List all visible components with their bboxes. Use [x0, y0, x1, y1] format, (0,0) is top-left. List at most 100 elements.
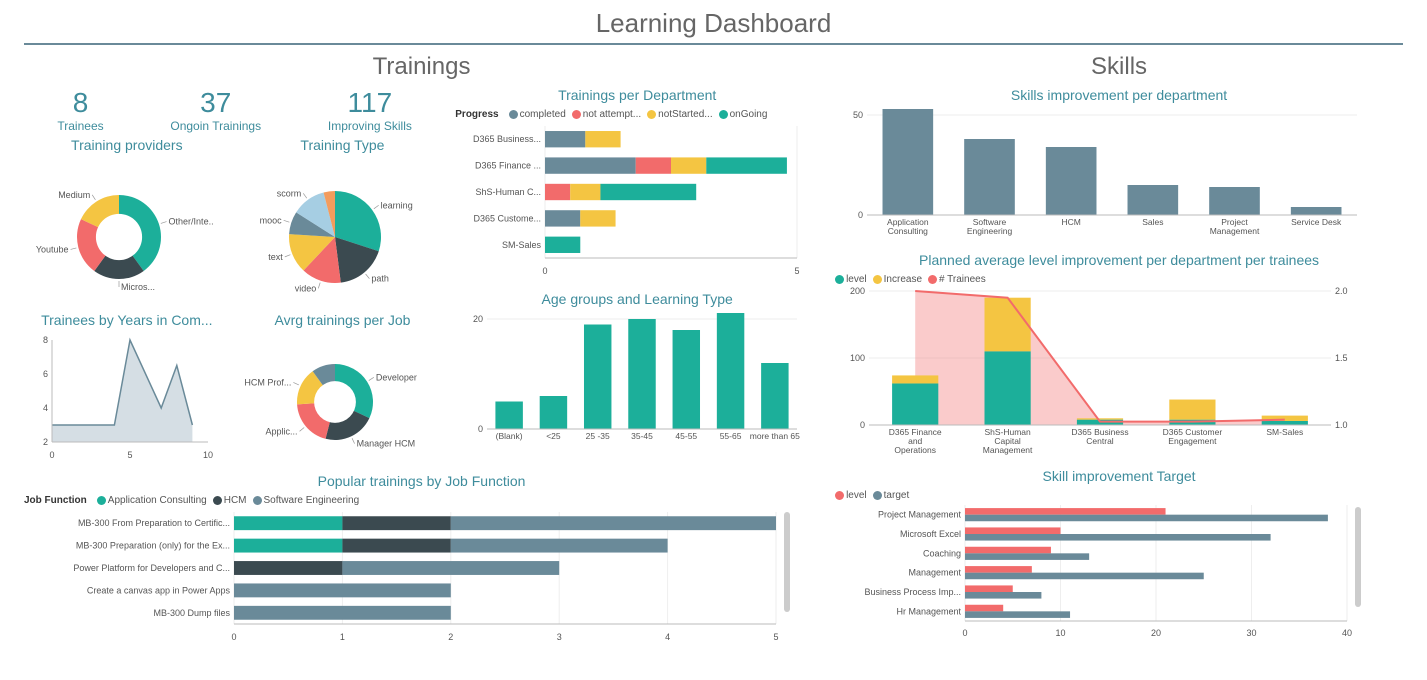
svg-text:Central: Central — [1086, 436, 1114, 446]
svg-text:1.5: 1.5 — [1335, 353, 1348, 363]
legend-per-department: Progresscompletednot attempt...notStarte… — [455, 109, 819, 120]
svg-text:0: 0 — [543, 266, 548, 276]
svg-text:Microsoft Excel: Microsoft Excel — [900, 529, 961, 539]
svg-text:Developer: Developer — [375, 372, 416, 382]
svg-text:HCM Prof...: HCM Prof... — [244, 377, 291, 387]
svg-text:Consulting: Consulting — [888, 226, 928, 236]
kpi-ongoing[interactable]: 37 Ongoin Trainings — [170, 87, 261, 133]
svg-text:Hr Management: Hr Management — [897, 606, 962, 616]
svg-text:Engagement: Engagement — [1168, 436, 1217, 446]
trainings-title: Trainings — [24, 53, 819, 81]
page-title: Learning Dashboard — [24, 8, 1403, 39]
svg-text:Other/Inte...: Other/Inte... — [169, 217, 214, 227]
chart-title-providers: Training providers — [24, 137, 230, 153]
kpi-label: Improving Skills — [328, 119, 412, 133]
svg-text:MB-300 Preparation (only) for: MB-300 Preparation (only) for the Ex... — [76, 541, 230, 551]
svg-text:10: 10 — [203, 450, 213, 460]
svg-text:ShS-Human C...: ShS-Human C... — [476, 187, 542, 197]
svg-text:Power Platform for Developers: Power Platform for Developers and C... — [73, 563, 230, 573]
svg-text:20: 20 — [1151, 628, 1161, 638]
svg-text:10: 10 — [1056, 628, 1066, 638]
svg-text:Engineering: Engineering — [967, 226, 1013, 236]
svg-text:(Blank): (Blank) — [496, 431, 523, 441]
svg-text:50: 50 — [853, 110, 863, 120]
svg-text:1: 1 — [340, 632, 345, 642]
svg-text:scorm: scorm — [276, 188, 301, 198]
svg-text:D365 Finance ...: D365 Finance ... — [475, 161, 541, 171]
svg-text:<25: <25 — [546, 431, 561, 441]
svg-text:2.0: 2.0 — [1335, 286, 1348, 296]
svg-text:D365 Custome...: D365 Custome... — [474, 213, 542, 223]
chart-title-perdept: Trainings per Department — [455, 87, 819, 103]
chart-skill-target[interactable]: 010203040Project ManagementMicrosoft Exc… — [835, 501, 1355, 641]
svg-text:Applic...: Applic... — [265, 426, 297, 436]
svg-text:text: text — [268, 252, 283, 262]
svg-text:Service Desk: Service Desk — [1291, 217, 1342, 227]
chart-popular-trainings[interactable]: 012345MB-300 From Preparation to Certifi… — [24, 506, 784, 646]
chart-title-avgjob: Avrg trainings per Job — [240, 312, 446, 328]
legend-planned: levelIncrease# Trainees — [835, 274, 1403, 285]
svg-text:Sales: Sales — [1142, 217, 1163, 227]
svg-text:4: 4 — [665, 632, 670, 642]
svg-text:MB-300 Dump files: MB-300 Dump files — [153, 608, 230, 618]
svg-text:Project Management: Project Management — [878, 510, 962, 520]
kpi-skills[interactable]: 117 Improving Skills — [328, 87, 412, 133]
svg-text:Management: Management — [983, 445, 1033, 455]
chart-avg-trainings-job[interactable]: Developer Manager HCM Applic... HCM Prof... — [240, 334, 430, 464]
kpi-label: Trainees — [57, 119, 103, 133]
svg-text:D365 Business...: D365 Business... — [473, 134, 541, 144]
svg-text:0: 0 — [963, 628, 968, 638]
svg-text:SM-Sales: SM-Sales — [1266, 427, 1303, 437]
svg-text:40: 40 — [1342, 628, 1352, 638]
chart-planned-improvement[interactable]: 01002001.01.52.0D365 FinanceandOperation… — [835, 285, 1365, 465]
chart-training-type[interactable]: learningpathvideotextmoocscorm — [240, 159, 430, 309]
chart-title-years: Trainees by Years in Com... — [24, 312, 230, 328]
svg-text:45-55: 45-55 — [676, 431, 698, 441]
svg-text:200: 200 — [850, 286, 865, 296]
chart-skills-per-dept[interactable]: 050ApplicationConsultingSoftwareEngineer… — [835, 109, 1365, 249]
chart-title-popular: Popular trainings by Job Function — [24, 473, 819, 489]
kpi-trainees[interactable]: 8 Trainees — [57, 87, 103, 133]
svg-text:Medium: Medium — [58, 190, 90, 200]
svg-text:35-45: 35-45 — [631, 431, 653, 441]
svg-text:1.0: 1.0 — [1335, 420, 1348, 430]
legend-target: leveltarget — [835, 490, 1403, 501]
svg-text:0: 0 — [231, 632, 236, 642]
svg-text:5: 5 — [127, 450, 132, 460]
kpi-value: 37 — [170, 87, 261, 119]
chart-title-age: Age groups and Learning Type — [455, 291, 819, 307]
svg-text:SM-Sales: SM-Sales — [502, 240, 542, 250]
svg-text:Coaching: Coaching — [923, 548, 961, 558]
chart-age-groups[interactable]: 020(Blank)<2525 -3535-4545-5555-65more t… — [455, 313, 805, 463]
svg-text:0: 0 — [49, 450, 54, 460]
svg-text:video: video — [294, 283, 316, 293]
title-divider — [24, 43, 1403, 45]
svg-text:2: 2 — [43, 437, 48, 447]
svg-text:6: 6 — [43, 369, 48, 379]
svg-text:Business Process Imp...: Business Process Imp... — [865, 587, 962, 597]
svg-text:20: 20 — [473, 314, 483, 324]
kpi-value: 117 — [328, 87, 412, 119]
svg-text:Operations: Operations — [894, 445, 936, 455]
scrollbar-vertical[interactable] — [784, 512, 790, 612]
svg-text:path: path — [371, 274, 389, 284]
svg-text:5: 5 — [773, 632, 778, 642]
svg-text:Management: Management — [1210, 226, 1260, 236]
chart-title-type: Training Type — [240, 137, 446, 153]
svg-text:Youtube: Youtube — [36, 244, 69, 254]
trainings-section: Trainings 8 Trainees 37 Ongoin Trainings — [24, 53, 819, 646]
svg-text:Manager HCM: Manager HCM — [356, 439, 415, 449]
svg-text:0: 0 — [860, 420, 865, 430]
svg-text:MB-300 From Preparation to Cer: MB-300 From Preparation to Certific... — [78, 518, 230, 528]
scrollbar-vertical[interactable] — [1355, 507, 1361, 607]
chart-title-target: Skill improvement Target — [835, 468, 1403, 484]
svg-text:100: 100 — [850, 353, 865, 363]
svg-text:more than 65: more than 65 — [750, 431, 800, 441]
skills-title: Skills — [835, 53, 1403, 81]
chart-trainees-years[interactable]: 24680510 — [24, 334, 214, 464]
chart-providers[interactable]: Other/Inte...Micros...YoutubeMedium — [24, 159, 214, 309]
svg-text:55-65: 55-65 — [720, 431, 742, 441]
chart-per-department[interactable]: 05D365 Business...D365 Finance ...ShS-Hu… — [455, 120, 805, 280]
kpi-label: Ongoin Trainings — [170, 119, 261, 133]
svg-text:0: 0 — [478, 424, 483, 434]
